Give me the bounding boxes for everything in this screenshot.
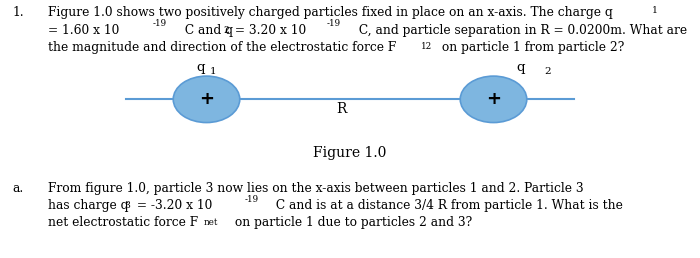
Text: net: net — [204, 218, 218, 227]
Text: 12: 12 — [421, 42, 432, 51]
Ellipse shape — [174, 76, 239, 123]
Text: +: + — [199, 90, 214, 108]
Text: 1.: 1. — [13, 6, 25, 19]
Text: From figure 1.0, particle 3 now lies on the x-axis between particles 1 and 2. Pa: From figure 1.0, particle 3 now lies on … — [48, 182, 583, 195]
Text: 2: 2 — [544, 67, 550, 76]
Text: has charge q: has charge q — [48, 199, 128, 212]
Text: -19: -19 — [244, 195, 258, 204]
Text: C and q: C and q — [181, 24, 232, 37]
Text: C and is at a distance 3/4 R from particle 1. What is the: C and is at a distance 3/4 R from partic… — [272, 199, 622, 212]
Text: R: R — [336, 102, 346, 116]
Text: +: + — [486, 90, 501, 108]
Ellipse shape — [461, 76, 526, 123]
Text: = -3.20 x 10: = -3.20 x 10 — [133, 199, 212, 212]
Text: the magnitude and direction of the electrostatic force F: the magnitude and direction of the elect… — [48, 41, 396, 53]
Text: 3: 3 — [125, 201, 130, 210]
Text: C, and particle separation in R = 0.0200m. What are: C, and particle separation in R = 0.0200… — [355, 24, 687, 37]
Text: q: q — [516, 61, 524, 74]
Text: on particle 1 due to particles 2 and 3?: on particle 1 due to particles 2 and 3? — [231, 216, 472, 229]
Text: 1: 1 — [210, 67, 216, 76]
Text: Figure 1.0: Figure 1.0 — [314, 146, 386, 160]
Text: Figure 1.0 shows two positively charged particles fixed in place on an x-axis. T: Figure 1.0 shows two positively charged … — [48, 6, 612, 19]
Text: -19: -19 — [153, 19, 167, 28]
Text: 2: 2 — [223, 26, 229, 35]
Text: q: q — [197, 61, 205, 74]
Text: = 3.20 x 10: = 3.20 x 10 — [231, 24, 307, 37]
Text: = 1.60 x 10: = 1.60 x 10 — [48, 24, 119, 37]
Text: -19: -19 — [327, 19, 341, 28]
Text: net electrostatic force F: net electrostatic force F — [48, 216, 197, 229]
Text: 1: 1 — [652, 6, 657, 15]
Text: on particle 1 from particle 2?: on particle 1 from particle 2? — [438, 41, 624, 53]
Text: a.: a. — [13, 182, 24, 195]
